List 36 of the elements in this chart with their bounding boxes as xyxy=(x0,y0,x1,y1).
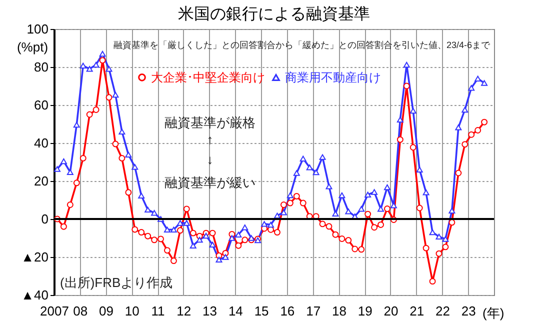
y-tick-label: 100 xyxy=(26,22,48,36)
annotation: (出所)FRBより作成 xyxy=(60,275,173,290)
x-tick-label: 14 xyxy=(228,304,243,318)
x-tick-label: 17 xyxy=(306,304,321,318)
x-tick-label: 12 xyxy=(176,304,192,318)
y-tick-label: 20 xyxy=(34,174,48,188)
annotation: ↓ xyxy=(206,152,214,167)
legend-label: 大企業･中堅企業向け xyxy=(151,70,265,84)
legend-label: 商業用不動産向け xyxy=(285,70,381,84)
x-tick-label: 10 xyxy=(124,304,140,318)
x-tick-label: 20 xyxy=(384,304,398,318)
y-tick-label: 60 xyxy=(34,98,48,112)
chart-title: 米国の銀行による融資基準 xyxy=(178,5,370,23)
x-tick-label: 2007 xyxy=(40,304,69,318)
x-tick-label: 11 xyxy=(151,304,165,318)
x-tick-label: 16 xyxy=(280,304,295,318)
y-tick-label: ▲20 xyxy=(21,250,48,264)
y-tick-label: 80 xyxy=(34,60,48,74)
annotation: 融資基準を「厳しくした」との回答割合から「緩めた」との回答割合を引いた値、23/4-6まで xyxy=(113,40,491,50)
x-tick-label: 18 xyxy=(332,304,346,318)
x-tick-label: 23 xyxy=(461,304,476,318)
x-tick-label: 22 xyxy=(436,304,450,318)
x-tick-label: 09 xyxy=(99,304,114,318)
annotation: 融資基準が緩い xyxy=(164,175,256,190)
x-tick-label: 15 xyxy=(254,304,269,318)
x-tick-label: 08 xyxy=(73,304,88,318)
x-axis-title: (年) xyxy=(482,306,504,320)
x-tick-label: 19 xyxy=(358,304,372,318)
y-axis-title: (%pt) xyxy=(16,40,48,54)
annotation: ↑ xyxy=(206,132,214,147)
y-tick-label: 40 xyxy=(34,136,48,150)
y-tick-label: ▲40 xyxy=(21,288,48,302)
x-tick-label: 13 xyxy=(202,304,218,318)
y-tick-label: 0 xyxy=(41,212,48,226)
annotation: 融資基準が厳格 xyxy=(164,115,256,130)
x-tick-label: 21 xyxy=(410,304,424,318)
